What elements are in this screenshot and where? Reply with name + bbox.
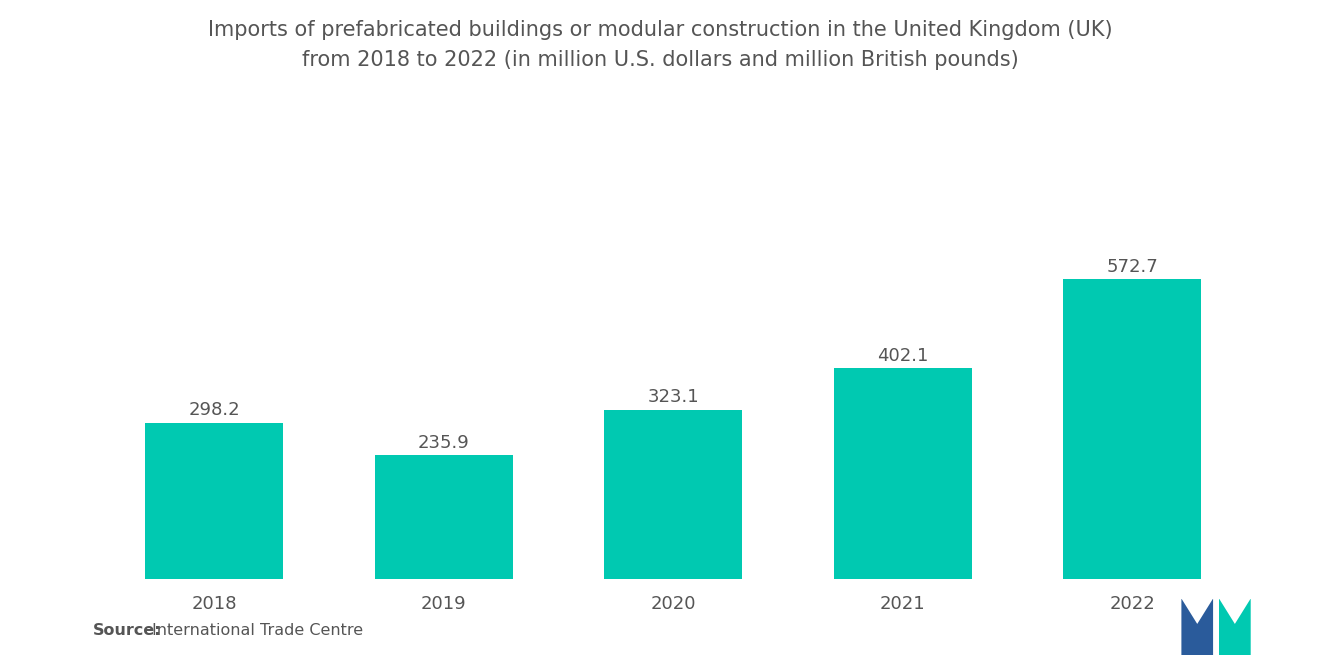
Bar bbox=[145, 423, 282, 579]
Text: 402.1: 402.1 bbox=[876, 346, 928, 365]
Polygon shape bbox=[1220, 598, 1250, 655]
Text: International Trade Centre: International Trade Centre bbox=[152, 623, 363, 638]
Bar bbox=[375, 456, 512, 579]
Text: 298.2: 298.2 bbox=[189, 401, 240, 419]
Bar bbox=[605, 410, 742, 579]
Text: 572.7: 572.7 bbox=[1106, 257, 1158, 276]
Text: Imports of prefabricated buildings or modular construction in the United Kingdom: Imports of prefabricated buildings or mo… bbox=[207, 20, 1113, 70]
Bar bbox=[1064, 279, 1201, 579]
Text: 235.9: 235.9 bbox=[417, 434, 470, 452]
Bar bbox=[834, 368, 972, 579]
Polygon shape bbox=[1181, 598, 1213, 655]
Text: Source:: Source: bbox=[92, 623, 161, 638]
Text: 323.1: 323.1 bbox=[647, 388, 700, 406]
